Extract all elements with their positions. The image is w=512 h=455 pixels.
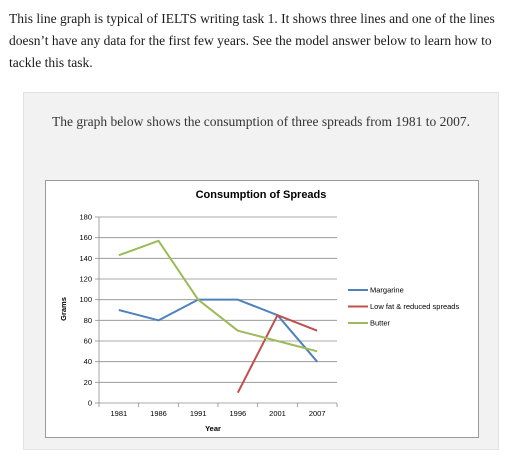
series-line xyxy=(118,298,318,363)
legend-label: Butter xyxy=(370,319,391,328)
y-tick-label: 20 xyxy=(84,378,92,387)
y-tick-label: 40 xyxy=(84,357,92,366)
x-axis-label: Year xyxy=(205,424,221,433)
task-prompt: The graph below shows the consumption of… xyxy=(51,114,471,129)
y-tick-label: 180 xyxy=(79,213,92,222)
y-tick-label: 80 xyxy=(84,316,92,325)
intro-paragraph: This line graph is typical of IELTS writ… xyxy=(9,11,495,70)
y-tick-label: 60 xyxy=(84,337,92,346)
legend-label: Low fat & reduced spreads xyxy=(370,302,459,311)
y-tick-label: 120 xyxy=(79,275,92,284)
x-tick-label: 2001 xyxy=(269,409,286,418)
y-tick-label: 140 xyxy=(79,254,92,263)
task-panel: The graph below shows the consumption of… xyxy=(23,92,499,450)
chart-title: Consumption of Spreads xyxy=(196,189,327,201)
y-tick-label: 0 xyxy=(88,399,92,408)
x-tick-label: 1981 xyxy=(110,409,127,418)
x-tick-label: 1996 xyxy=(229,409,246,418)
y-tick-label: 160 xyxy=(79,233,92,242)
x-tick-label: 2007 xyxy=(309,409,326,418)
y-tick-label: 100 xyxy=(79,295,92,304)
series-line xyxy=(236,314,318,394)
series-line xyxy=(118,239,318,353)
x-tick-label: 1986 xyxy=(150,409,167,418)
y-axis-label: Grams xyxy=(59,297,68,321)
line-chart: 0 20 40 60 80 100 120 140 160 180 1981 1986 1991 1996… xyxy=(59,189,459,433)
x-tick-label: 1991 xyxy=(190,409,207,418)
legend-label: Margarine xyxy=(370,286,404,295)
chart-frame: 0 20 40 60 80 100 120 140 160 180 1981 1986 1991 1996… xyxy=(45,180,479,438)
